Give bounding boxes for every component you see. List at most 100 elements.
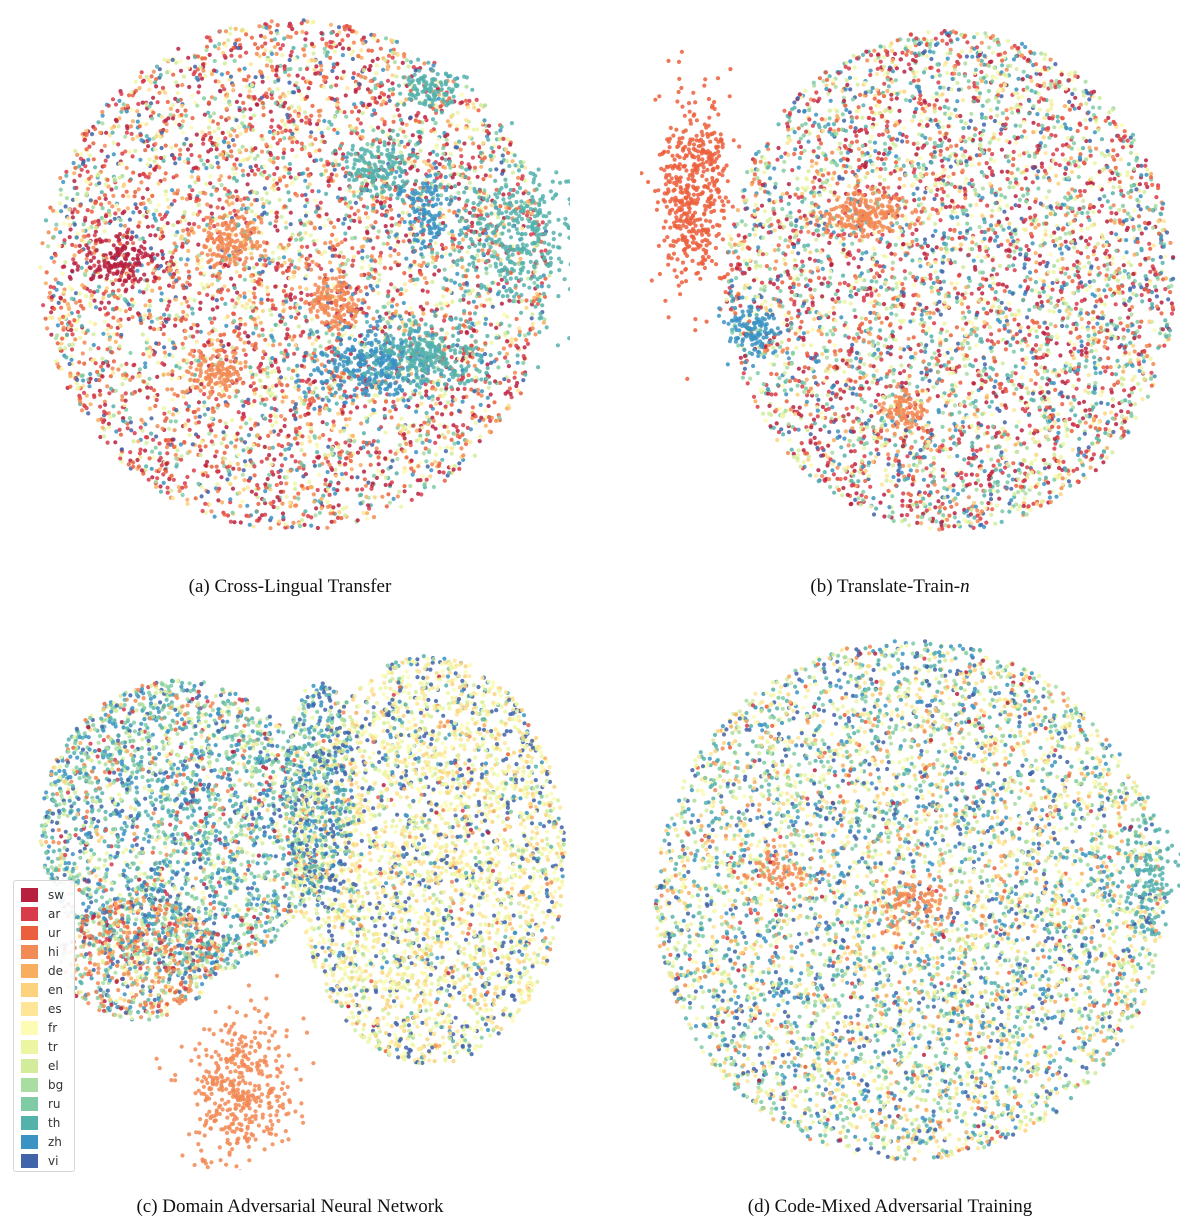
point-sw — [395, 288, 400, 293]
point-tr — [166, 262, 171, 267]
point-ur — [412, 259, 417, 264]
point-hi — [288, 468, 293, 473]
point-hi — [309, 429, 314, 434]
point-ru — [408, 395, 413, 400]
point-de — [447, 208, 452, 213]
point-th — [202, 400, 207, 405]
point-vi — [443, 449, 448, 454]
point-fr — [60, 271, 65, 276]
point-en — [307, 439, 312, 444]
point-ar — [83, 164, 88, 169]
point-sw — [158, 155, 164, 161]
point-bg — [488, 263, 493, 269]
point-fr — [438, 445, 443, 450]
point-hi — [443, 245, 448, 250]
point-sw — [277, 474, 282, 480]
point-de — [450, 233, 456, 238]
point-de — [354, 126, 359, 131]
point-de — [387, 409, 393, 414]
point-th — [286, 190, 291, 195]
point-fr — [181, 373, 186, 379]
point-fr — [456, 356, 462, 361]
point-ar — [259, 459, 264, 464]
point-bg — [404, 58, 410, 63]
point-zh — [339, 472, 345, 477]
point-ar — [107, 391, 112, 396]
point-ar — [334, 441, 339, 446]
point-ru — [201, 162, 207, 167]
point-el — [341, 428, 346, 433]
point-el — [260, 137, 265, 142]
point-tr — [478, 434, 483, 439]
point-de — [479, 164, 484, 169]
point-de — [532, 295, 537, 300]
point-vi — [126, 302, 131, 307]
point-ur — [256, 486, 261, 491]
point-ar — [254, 262, 259, 267]
point-fr — [385, 132, 390, 137]
point-el — [308, 142, 313, 147]
point-sw — [170, 116, 176, 121]
point-en — [280, 118, 285, 123]
point-zh — [143, 422, 148, 427]
point-ur — [260, 44, 265, 49]
point-sw — [275, 64, 280, 69]
point-hi — [58, 175, 63, 181]
point-hi — [343, 417, 348, 422]
point-ur — [253, 421, 258, 426]
point-ur — [378, 46, 383, 51]
point-hi — [162, 177, 167, 182]
point-de — [72, 253, 77, 258]
point-el — [70, 342, 75, 347]
point-ur — [473, 414, 478, 419]
point-ar — [138, 425, 143, 430]
point-hi — [268, 526, 273, 531]
point-de — [317, 435, 322, 440]
point-zh — [251, 331, 256, 336]
point-ur — [347, 24, 352, 29]
point-th — [361, 431, 366, 436]
point-sw — [151, 95, 156, 100]
point-ar — [288, 23, 293, 28]
point-ar — [209, 439, 214, 444]
point-sw — [386, 141, 391, 146]
point-sw — [248, 107, 253, 112]
point-sw — [209, 211, 214, 216]
point-hi — [470, 416, 475, 421]
point-el — [265, 374, 271, 379]
point-sw — [314, 506, 319, 511]
point-zh — [309, 523, 314, 528]
point-ur — [486, 415, 492, 420]
point-el — [290, 232, 295, 237]
point-th — [526, 331, 531, 336]
point-hi — [451, 210, 457, 215]
point-fr — [250, 402, 255, 407]
point-de — [464, 438, 469, 443]
point-fr — [187, 296, 192, 301]
point-sw — [196, 434, 201, 439]
point-ur — [214, 449, 219, 454]
point-ru — [75, 191, 80, 197]
point-vi — [292, 405, 298, 410]
point-en — [489, 203, 494, 208]
point-de — [331, 423, 337, 428]
point-zh — [436, 96, 441, 101]
point-ur — [249, 35, 254, 40]
point-vi — [342, 216, 347, 222]
point-sw — [273, 224, 278, 229]
point-en — [189, 174, 194, 179]
point-el — [57, 346, 63, 351]
point-th — [317, 463, 322, 468]
point-ru — [180, 492, 185, 498]
point-hi — [181, 309, 186, 315]
point-ur — [372, 399, 377, 405]
point-de — [183, 328, 188, 334]
point-ar — [358, 121, 363, 126]
point-sw — [199, 382, 204, 387]
point-de — [125, 206, 130, 211]
point-el — [406, 64, 411, 69]
point-ru — [369, 267, 374, 272]
point-es — [200, 130, 205, 135]
point-tr — [363, 415, 368, 420]
point-hi — [322, 78, 327, 83]
